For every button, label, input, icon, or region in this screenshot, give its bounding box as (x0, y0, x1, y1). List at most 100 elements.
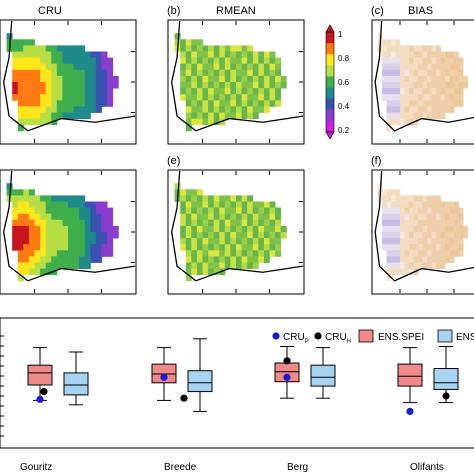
map-cell (247, 106, 254, 113)
map-cell (224, 69, 231, 77)
map-cell (395, 256, 401, 263)
legend-ens-label: ENS (456, 332, 474, 343)
map-cell (23, 219, 30, 227)
map-cell (418, 45, 423, 52)
map-cell (382, 51, 387, 58)
map-cell (230, 250, 237, 257)
map-cell (45, 268, 52, 276)
map-cell (51, 219, 58, 227)
map-cell (418, 201, 423, 208)
map-cell (62, 256, 69, 263)
map-cell (51, 94, 58, 101)
map-cell (236, 256, 242, 263)
map-cell (449, 51, 455, 58)
map-cell (56, 244, 63, 251)
map-cell (431, 219, 437, 227)
map-cell (56, 69, 63, 77)
map-cell (230, 63, 237, 71)
map-cell (382, 238, 387, 245)
map-cell (247, 250, 254, 257)
map-cell (418, 244, 423, 251)
map-cell (247, 262, 254, 269)
map-cell (395, 207, 401, 215)
map-cell (208, 69, 215, 77)
map-cell (101, 232, 108, 239)
map-cell (236, 94, 242, 101)
map-cell (404, 256, 410, 263)
map-cell (84, 100, 91, 107)
map-cell (208, 244, 215, 251)
map-cell (382, 45, 387, 52)
map-cell (252, 232, 259, 239)
map-cell (219, 94, 226, 101)
map-cell (224, 51, 231, 58)
map-cell (458, 213, 464, 221)
map-cell (418, 207, 423, 215)
map-cell (241, 250, 248, 257)
map-cell (17, 82, 24, 89)
map-cell (90, 51, 97, 58)
map-cell (458, 75, 464, 83)
map-cell (213, 45, 220, 52)
map-cell (56, 195, 63, 202)
map-cell (90, 106, 97, 113)
map-cell (409, 75, 414, 83)
map-cell (56, 232, 63, 239)
map-cell (386, 195, 392, 202)
map-cell (73, 57, 80, 65)
map-cell (445, 100, 450, 107)
map-cell (400, 256, 405, 263)
map-cell (202, 238, 209, 245)
map-cell (68, 244, 74, 251)
map-cell (12, 45, 19, 52)
map-cell (40, 256, 47, 263)
map-cell (56, 106, 63, 113)
map-cell (219, 51, 226, 58)
map-cell (269, 213, 276, 221)
map-cell (34, 112, 41, 119)
map-cell (68, 69, 74, 77)
map-cell (17, 51, 24, 58)
map-cell (275, 63, 282, 71)
map-cell (95, 256, 102, 263)
map-cell (34, 256, 41, 263)
map-cell (185, 118, 192, 126)
map-cell (219, 244, 226, 251)
map-cell (440, 112, 446, 119)
panel-e-letter: (e) (167, 155, 180, 167)
map-cell (386, 189, 392, 196)
map-cell (90, 94, 97, 101)
map-cell (28, 232, 35, 239)
map-cell (219, 57, 226, 65)
map-cell (73, 244, 80, 251)
map-cell (62, 106, 69, 113)
map-cell (275, 225, 282, 233)
map-cell (40, 82, 47, 89)
map-cell (95, 219, 102, 227)
map-cell (180, 244, 187, 251)
map-cell (404, 57, 410, 65)
map-cell (213, 244, 220, 251)
map-cell (12, 219, 19, 227)
map-cell (263, 219, 270, 227)
map-cell (418, 106, 423, 113)
legend-cru-p-marker (272, 332, 280, 340)
map-cell (40, 238, 47, 245)
map-cell (454, 207, 459, 215)
map-cell (422, 250, 428, 257)
map-cell (400, 225, 405, 233)
map-cell (409, 238, 414, 245)
map-cell (275, 207, 282, 215)
map-cell (449, 201, 455, 208)
map-cell (90, 69, 97, 77)
map-cell (56, 100, 63, 107)
map-cell (68, 75, 74, 83)
map-cell (400, 244, 405, 251)
map-cell (436, 250, 441, 257)
map-cell (418, 232, 423, 239)
map-cell (252, 82, 259, 89)
map-cell (431, 195, 437, 202)
map-cell (436, 207, 441, 215)
map-cell (28, 45, 35, 52)
